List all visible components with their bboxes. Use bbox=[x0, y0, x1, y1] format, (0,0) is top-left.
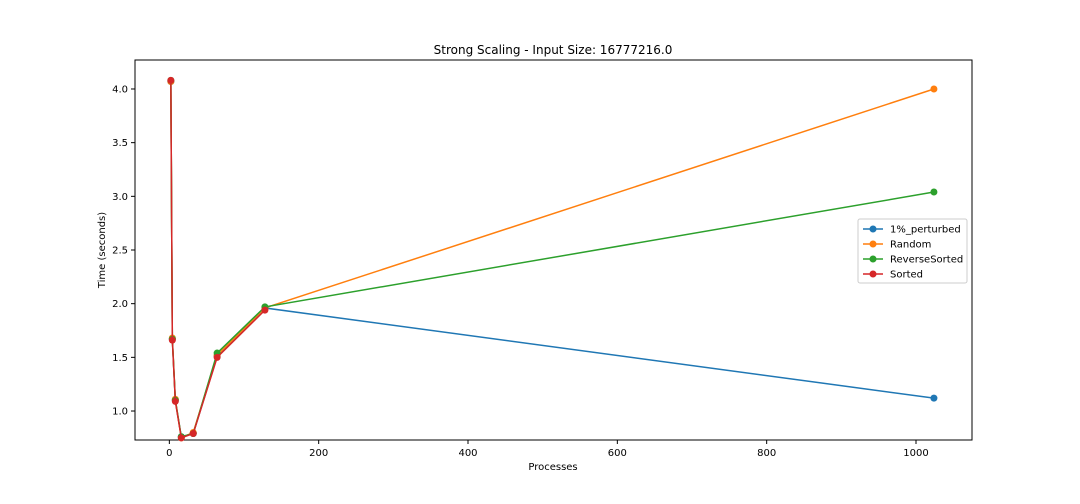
data-point bbox=[171, 397, 179, 405]
series-line bbox=[170, 80, 266, 439]
y-tick-label: 3.5 bbox=[112, 138, 128, 149]
y-tick-label: 2.0 bbox=[112, 299, 128, 310]
series-line bbox=[170, 81, 935, 439]
data-point bbox=[261, 306, 269, 314]
series-1-perturbed bbox=[167, 77, 938, 441]
legend-marker bbox=[869, 255, 877, 263]
legend-frame bbox=[857, 218, 968, 284]
series-sorted bbox=[167, 76, 269, 442]
series-reversesorted bbox=[167, 76, 938, 441]
chart-title: Strong Scaling - Input Size: 16777216.0 bbox=[434, 43, 673, 57]
data-point bbox=[189, 430, 197, 438]
legend-label: ReverseSorted bbox=[890, 255, 963, 266]
data-point bbox=[930, 188, 938, 196]
series-layer bbox=[167, 76, 938, 442]
y-axis: 1.0 1.5 2.0 2.5 3.0 3.5 4.0 bbox=[112, 84, 135, 418]
legend-item: 1%_perturbed bbox=[863, 225, 961, 236]
x-tick-label: 800 bbox=[757, 448, 776, 459]
x-tick-label: 400 bbox=[458, 448, 477, 459]
legend-label: 1%_perturbed bbox=[890, 225, 961, 236]
x-tick-label: 1000 bbox=[903, 448, 928, 459]
data-point bbox=[213, 353, 221, 361]
x-axis-label: Processes bbox=[528, 462, 577, 473]
y-tick-label: 3.0 bbox=[112, 192, 128, 203]
data-point bbox=[168, 336, 176, 344]
data-point bbox=[930, 394, 938, 402]
legend: 1%_perturbed Random ReverseSorted Sorted bbox=[857, 218, 968, 284]
y-axis-label: Time (seconds) bbox=[97, 212, 108, 289]
legend-item: Sorted bbox=[863, 270, 923, 281]
legend-label: Random bbox=[890, 240, 931, 251]
series-line bbox=[170, 81, 935, 438]
y-tick-label: 4.0 bbox=[112, 84, 128, 95]
legend-marker bbox=[869, 225, 877, 233]
legend-item: Random bbox=[863, 240, 931, 251]
legend-item: ReverseSorted bbox=[863, 255, 963, 266]
data-point bbox=[167, 76, 175, 84]
legend-marker bbox=[869, 270, 877, 278]
x-tick-label: 600 bbox=[608, 448, 627, 459]
data-point bbox=[177, 434, 185, 442]
x-axis: 0 200 400 600 800 1000 bbox=[166, 440, 929, 459]
legend-marker bbox=[869, 240, 877, 248]
y-tick-label: 1.0 bbox=[112, 407, 128, 418]
legend-label: Sorted bbox=[890, 270, 923, 281]
y-tick-label: 1.5 bbox=[112, 353, 128, 364]
series-random bbox=[167, 77, 938, 442]
y-tick-label: 2.5 bbox=[112, 246, 128, 257]
x-tick-label: 200 bbox=[309, 448, 328, 459]
x-tick-label: 0 bbox=[166, 448, 172, 459]
data-point bbox=[930, 85, 938, 93]
